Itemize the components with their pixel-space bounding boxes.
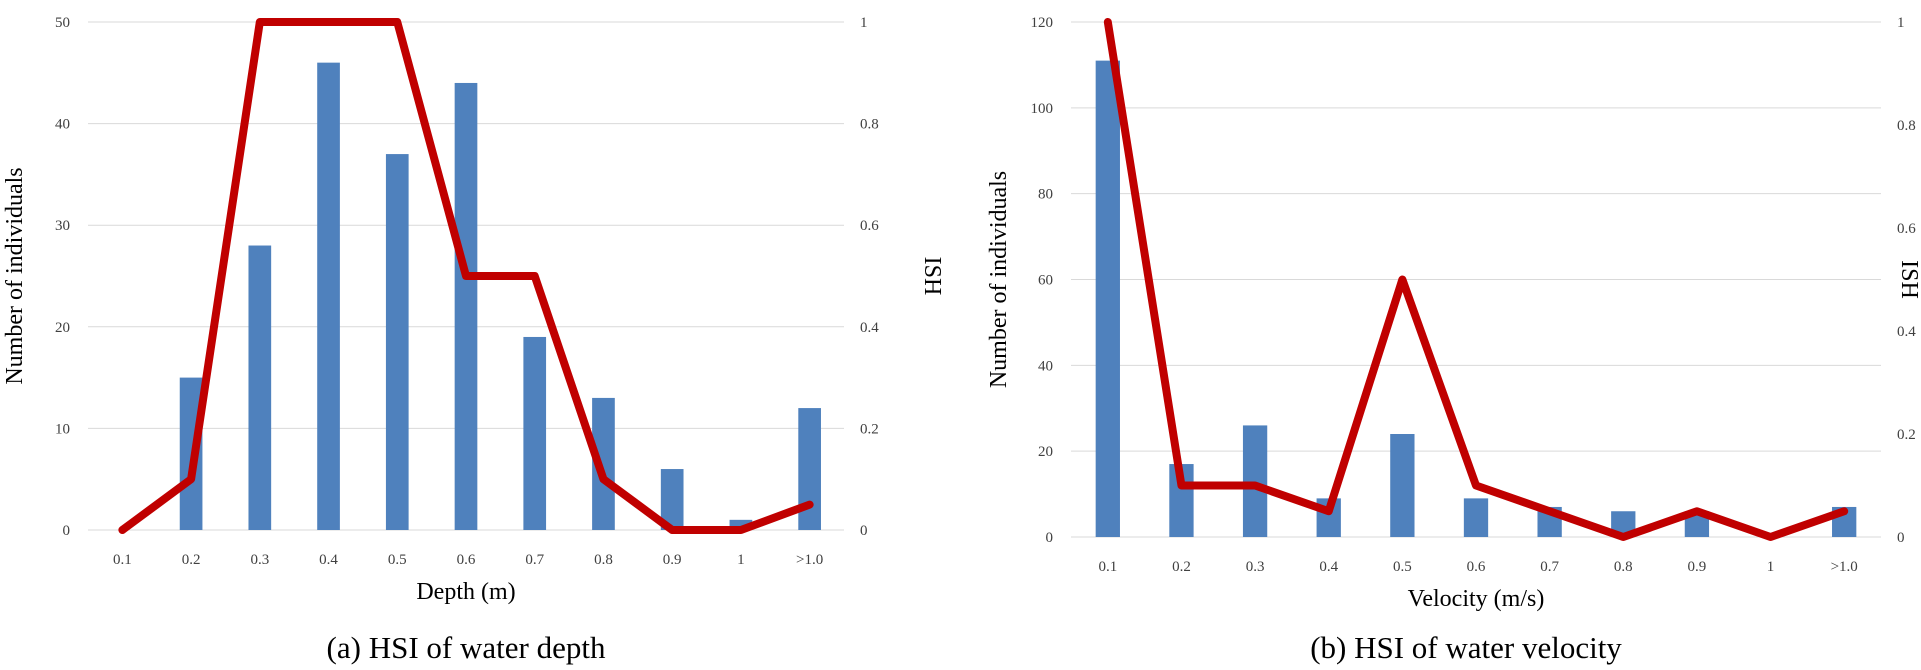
y-tick-label: 20 (55, 320, 70, 336)
bar (317, 62, 340, 530)
x-tick-label: 0.3 (1246, 559, 1265, 575)
y-tick-label: 40 (55, 117, 70, 133)
y2-tick-label: 0 (1897, 530, 1905, 546)
bar (1463, 498, 1489, 537)
bar (1242, 425, 1268, 537)
bar (1390, 434, 1415, 537)
x-tick-label: 0.4 (1319, 559, 1338, 575)
y-tick-label: 20 (1038, 444, 1053, 460)
y-tick-label: 0 (63, 523, 71, 539)
chart-velocity: 0 20 40 60 80 100 120 0 0.2 0.4 0.6 0.8 1 0.1 0.2 0.3 0.… (986, 15, 1921, 665)
bar (385, 154, 409, 530)
y-tick-label: 50 (55, 15, 70, 31)
y2-tick-label: 0.6 (1897, 221, 1916, 237)
y2-tick-label: 1 (1897, 15, 1905, 31)
y2-tick-label: 0.4 (1897, 324, 1916, 340)
chart-depth: 0 10 20 30 40 50 0 0.2 0.4 0.6 0.8 1 0.1 0.2 0.3 0.4 0.5… (2, 15, 945, 665)
y2-tick-label: 1 (860, 15, 868, 31)
x-tick-label: 0.9 (663, 552, 682, 568)
y2-tick-label: 0.6 (860, 218, 879, 234)
x-tick-label: 0.8 (1614, 559, 1633, 575)
y2-tick-label: 0.2 (1897, 427, 1916, 443)
x-tick-label: 0.8 (594, 552, 613, 568)
x-tick-label: 1 (1767, 559, 1775, 575)
x-tick-label: 0.6 (457, 552, 476, 568)
bar (523, 336, 547, 530)
y2-tick-label: 0.8 (860, 117, 879, 133)
x-tick-label: 0.9 (1688, 559, 1707, 575)
bar (798, 408, 821, 530)
figure-caption: (b) HSI of water velocity (1310, 630, 1622, 665)
y2-tick-label: 0 (860, 523, 868, 539)
y-tick-label: 10 (55, 421, 70, 437)
bar (592, 397, 615, 530)
x-axis-title: Velocity (m/s) (1408, 586, 1545, 612)
x-tick-label: 0.7 (525, 552, 544, 568)
x-tick-label: 0.1 (113, 552, 132, 568)
x-tick-label: >1.0 (1831, 559, 1858, 575)
y-tick-label: 0 (1046, 530, 1054, 546)
y2-tick-label: 0.2 (860, 421, 879, 437)
x-tick-label: 0.1 (1098, 559, 1117, 575)
y-axis-title: Number of individuals (2, 167, 28, 384)
x-tick-label: 1 (737, 552, 745, 568)
y2-tick-label: 0.4 (860, 320, 879, 336)
y2-tick-label: 0.8 (1897, 118, 1916, 134)
x-tick-label: 0.6 (1467, 559, 1486, 575)
y-tick-label: 60 (1038, 273, 1053, 289)
bar (248, 245, 272, 530)
y-tick-label: 40 (1038, 358, 1053, 374)
figure-caption: (a) HSI of water depth (327, 630, 606, 665)
x-tick-label: 0.2 (1172, 559, 1191, 575)
ish-line (1103, 18, 1849, 541)
x-tick-label: 0.4 (319, 552, 338, 568)
x-tick-label: 0.2 (182, 552, 201, 568)
y-axis-title: Number of individuals (986, 171, 1012, 388)
bar (454, 82, 478, 531)
bar (1095, 60, 1120, 537)
bar (660, 469, 684, 530)
x-tick-label: 0.5 (1393, 559, 1412, 575)
x-tick-label: 0.5 (388, 552, 407, 568)
y2-axis-title: ISH (1896, 260, 1921, 299)
x-tick-label: 0.3 (250, 552, 269, 568)
ish-line (118, 18, 814, 534)
y-tick-label: 100 (1031, 101, 1054, 117)
y-tick-label: 120 (1031, 15, 1054, 31)
y-tick-label: 80 (1038, 187, 1053, 203)
x-tick-label: 0.7 (1540, 559, 1559, 575)
x-tick-label: >1.0 (796, 552, 823, 568)
y2-axis-title: ISH (919, 257, 945, 296)
y-tick-label: 30 (55, 218, 70, 234)
bar (729, 519, 753, 530)
x-axis-title: Depth (m) (416, 579, 515, 605)
